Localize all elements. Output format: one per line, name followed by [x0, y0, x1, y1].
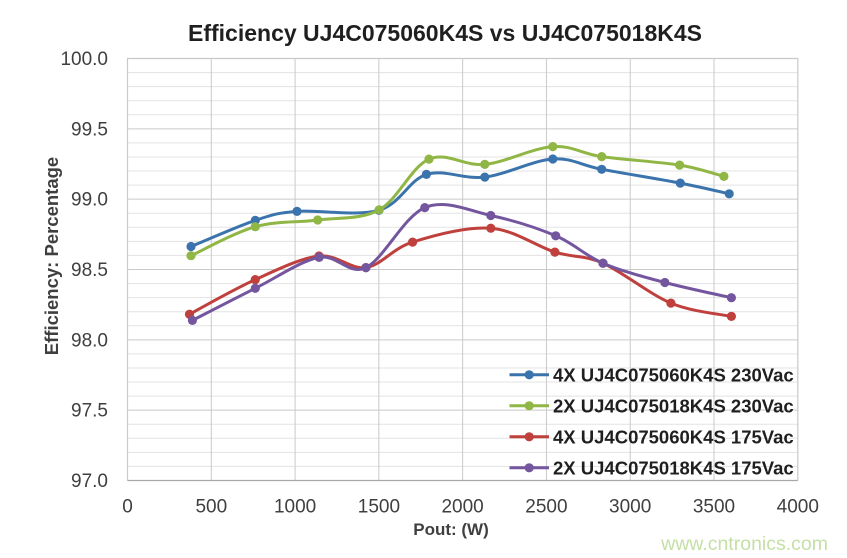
svg-text:97.5: 97.5 [71, 401, 108, 422]
svg-text:Pout: (W): Pout: (W) [413, 520, 489, 539]
svg-text:98.5: 98.5 [71, 260, 108, 281]
svg-text:2X UJ4C075018K4S 230Vac: 2X UJ4C075018K4S 230Vac [553, 395, 794, 416]
svg-text:500: 500 [195, 497, 227, 518]
svg-text:1000: 1000 [274, 497, 316, 518]
svg-text:2500: 2500 [525, 497, 567, 518]
svg-text:www.cntronics.com: www.cntronics.com [660, 533, 828, 555]
svg-text:Efficiency UJ4C075060K4S vs UJ: Efficiency UJ4C075060K4S vs UJ4C075018K4… [188, 20, 702, 46]
svg-text:4000: 4000 [777, 497, 819, 518]
svg-text:98.0: 98.0 [71, 330, 108, 351]
svg-text:100.0: 100.0 [60, 49, 108, 70]
svg-text:4X UJ4C075060K4S 175Vac: 4X UJ4C075060K4S 175Vac [553, 426, 794, 447]
svg-text:97.0: 97.0 [71, 471, 108, 492]
svg-text:2000: 2000 [441, 497, 483, 518]
svg-text:99.5: 99.5 [71, 119, 108, 140]
svg-text:3500: 3500 [693, 497, 735, 518]
svg-text:Efficiency: Percentage: Efficiency: Percentage [41, 157, 62, 355]
svg-text:1500: 1500 [358, 497, 400, 518]
svg-text:0: 0 [122, 497, 133, 518]
svg-text:3000: 3000 [609, 497, 651, 518]
svg-text:4X UJ4C075060K4S 230Vac: 4X UJ4C075060K4S 230Vac [553, 364, 794, 385]
svg-text:2X UJ4C075018K4S 175Vac: 2X UJ4C075018K4S 175Vac [553, 457, 794, 478]
svg-text:99.0: 99.0 [71, 190, 108, 211]
